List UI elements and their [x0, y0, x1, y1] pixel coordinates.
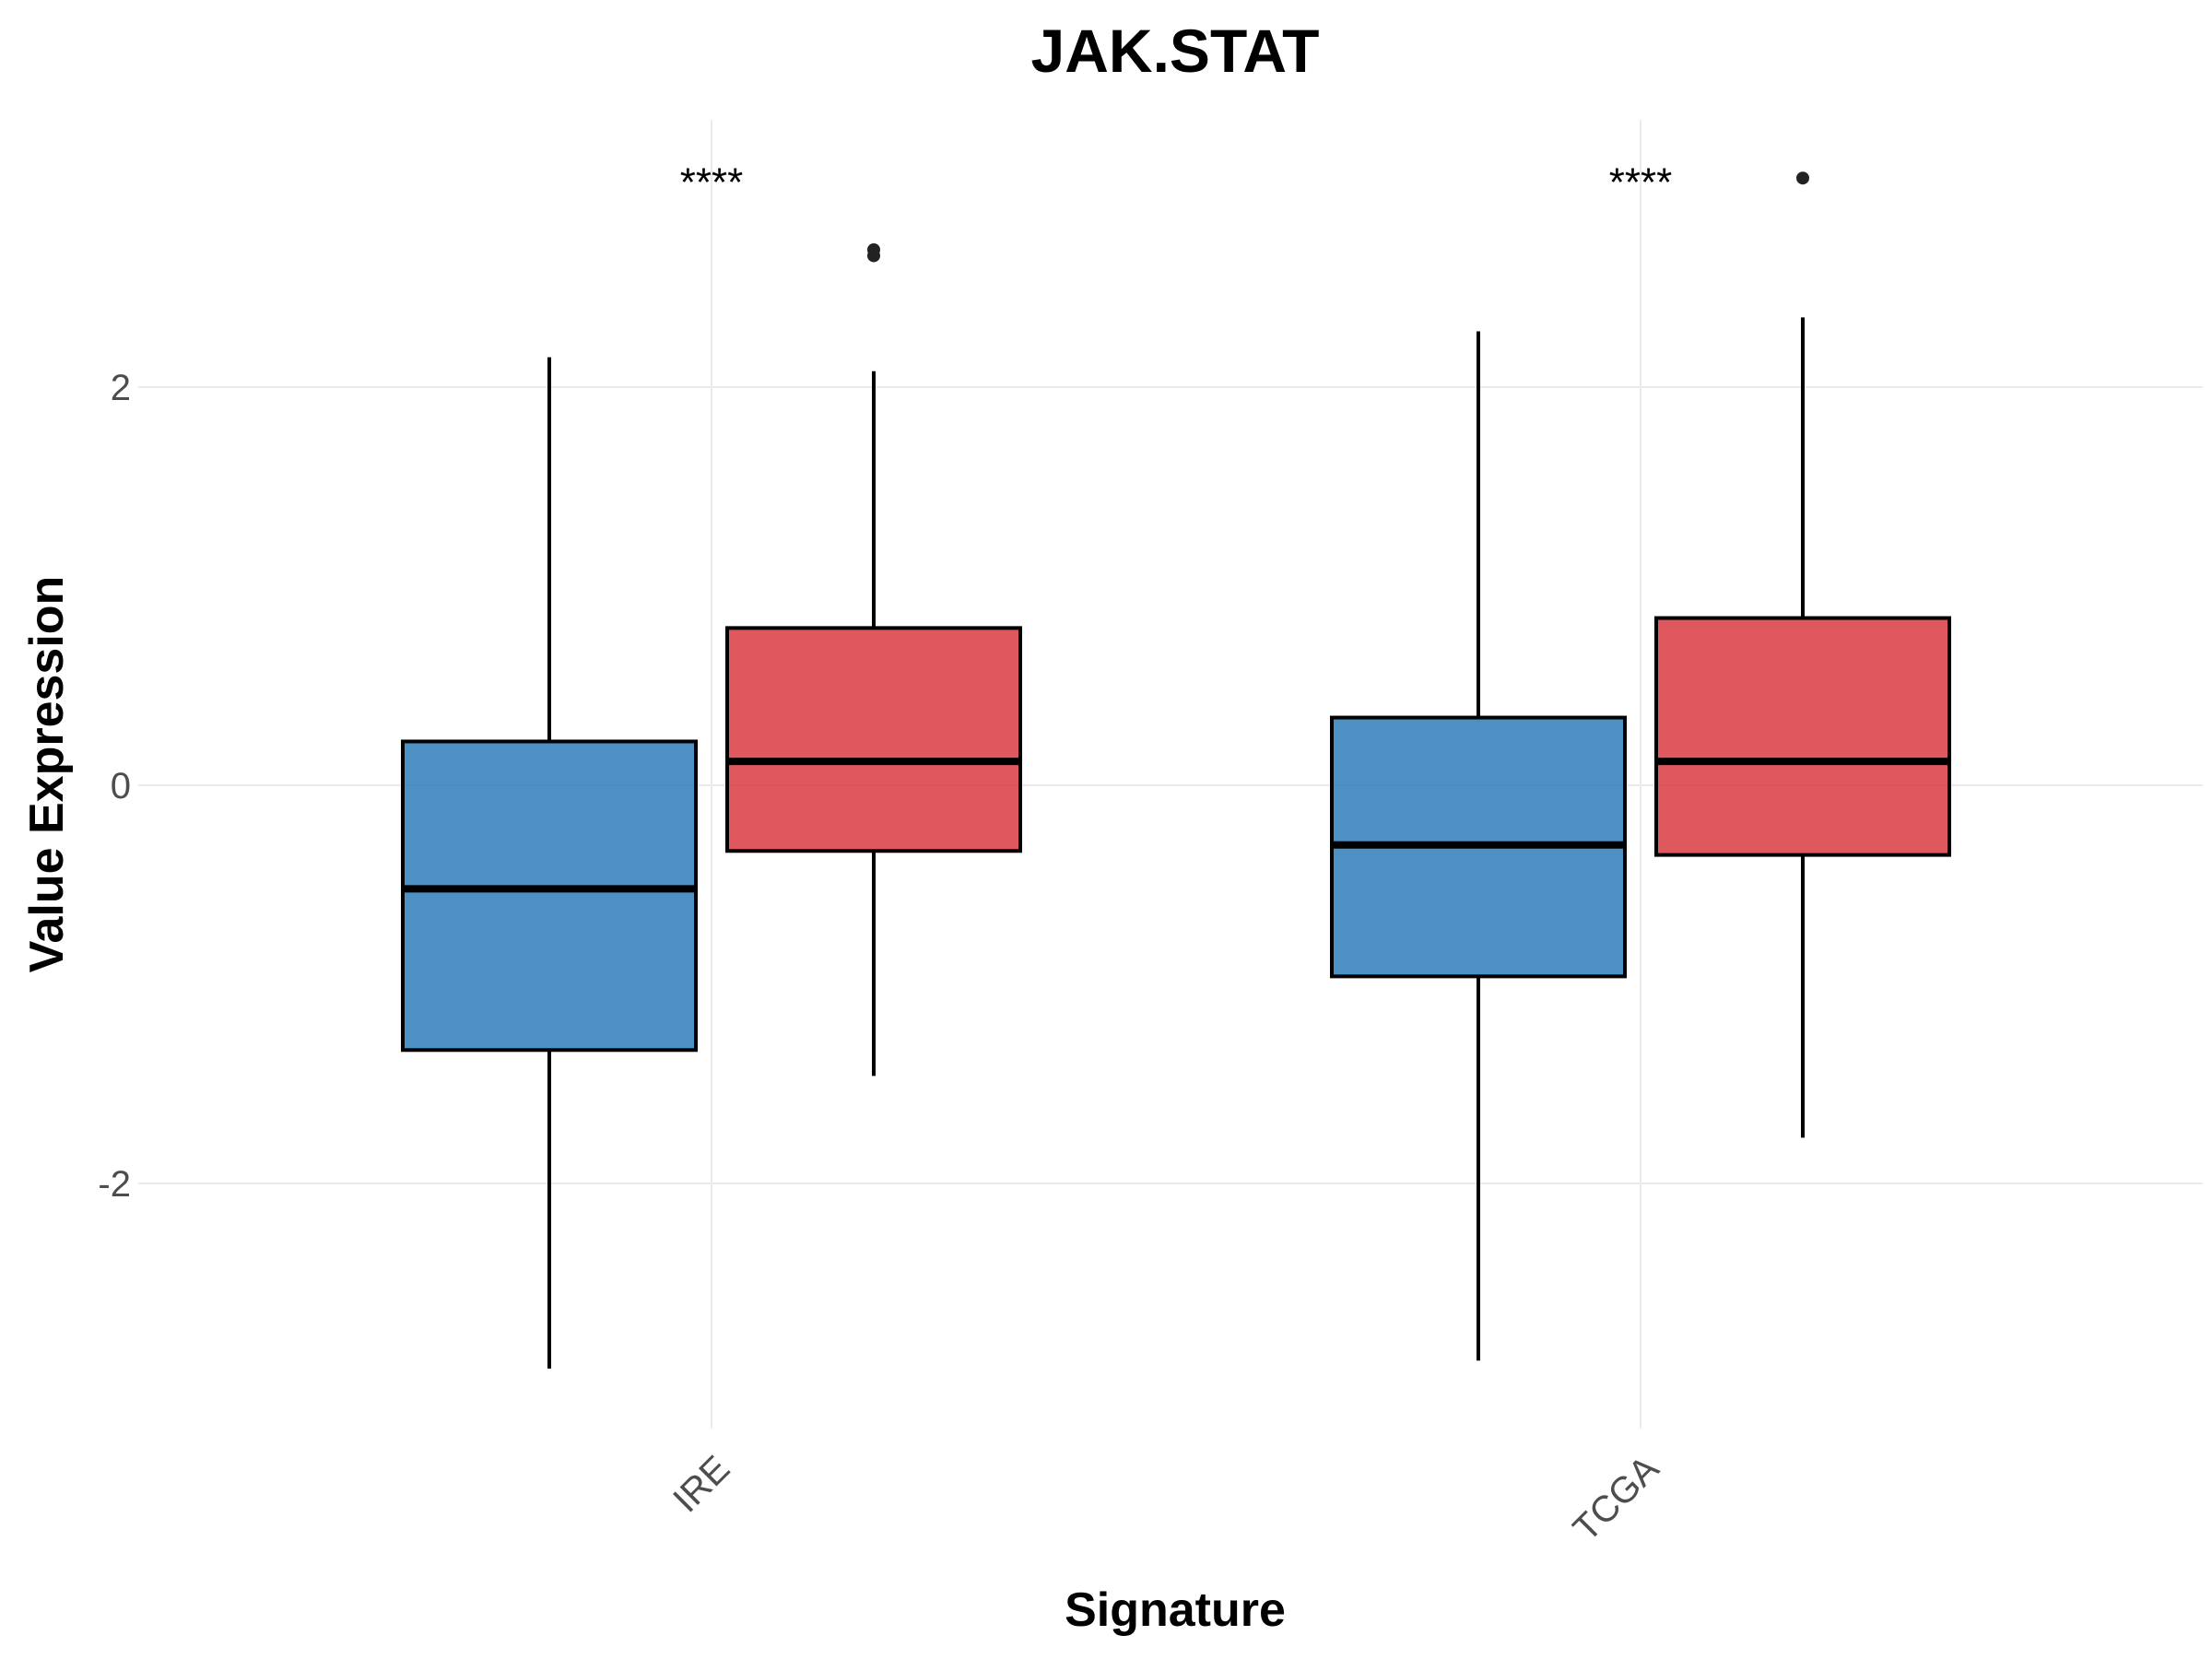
- box-body: [401, 739, 698, 1053]
- x-axis-title: Signature: [1065, 1583, 1286, 1637]
- box-ire-group-1: [725, 242, 1022, 1077]
- y-tick-label: 0: [111, 766, 131, 806]
- significance-label-ire: ****: [680, 159, 744, 205]
- box-body: [725, 626, 1022, 853]
- y-tick-label: -2: [98, 1164, 131, 1205]
- box-tcga-group-0: [1330, 331, 1627, 1361]
- outlier-point-0: [1796, 171, 1809, 185]
- outlier-point-1: [867, 242, 880, 256]
- x-tick-label-tcga: TCGA: [1566, 1448, 1667, 1549]
- y-tick-label: 2: [111, 368, 131, 408]
- significance-annotations: **** ****: [680, 159, 1673, 205]
- box-ire-group-0: [401, 357, 698, 1369]
- y-axis-title: Value Expression: [20, 576, 74, 973]
- significance-label-tcga: ****: [1609, 159, 1673, 205]
- box-tcga-group-1: [1654, 171, 1951, 1138]
- box-body: [1654, 616, 1951, 857]
- x-tick-label-ire: IRE: [665, 1448, 737, 1520]
- boxes: [401, 171, 1951, 1369]
- chart-title: JAK.STAT: [1031, 17, 1320, 85]
